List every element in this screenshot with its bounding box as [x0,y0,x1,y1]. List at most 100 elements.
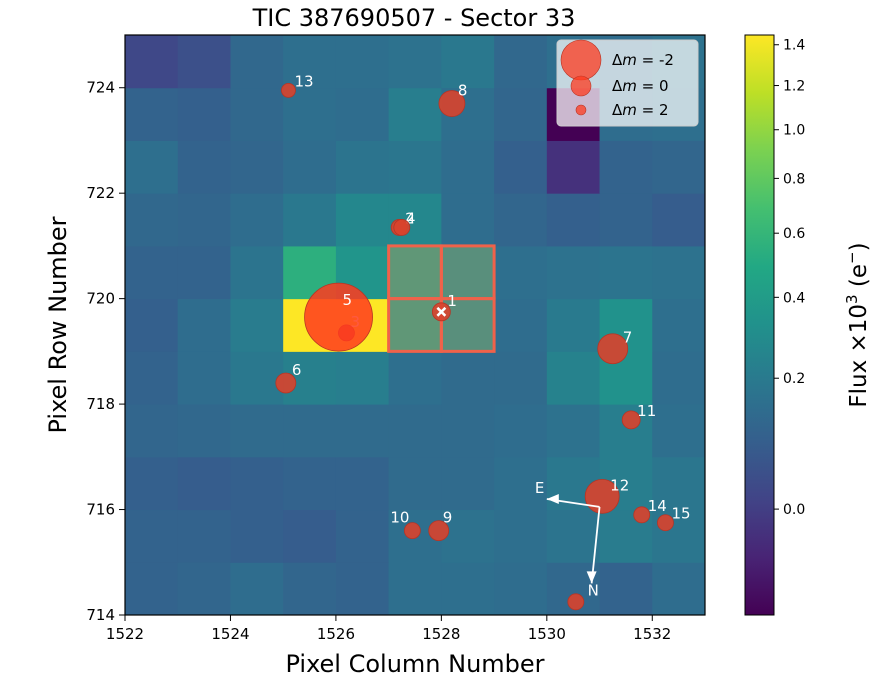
heatmap-cell [230,193,284,247]
x-tick-label: 1522 [106,625,144,643]
y-tick-label: 714 [86,606,115,624]
star-marker [621,410,641,430]
heatmap-cell [335,404,390,458]
legend-marker [560,39,602,81]
colorbar-ticks: 1.4 1.2 1.0 0.8 0.6 0.4 0.2 0.0 [774,38,805,518]
heatmap-cell [125,298,179,352]
heatmap-cell [125,404,179,458]
heatmap-cell [388,298,442,352]
colorbar-tick-label: 0.4 [783,290,805,306]
heatmap-cell [652,193,706,247]
heatmap-cell [230,456,284,511]
heatmap-cell [441,193,495,247]
heatmap-cell [546,404,601,458]
heatmap-cell [546,193,601,247]
colorbar-tick-label: 0.2 [783,371,805,387]
heatmap-cell [177,245,231,300]
x-tick-label: 1526 [317,625,355,643]
heatmap-cell [283,456,337,511]
heatmap-cell [125,351,179,405]
star-marker [633,506,651,524]
colorbar-tick-label: 1.4 [783,38,805,54]
heatmap-cell [494,298,548,352]
colorbar-tick-label: 0.6 [783,226,805,242]
heatmap-cell [494,193,548,247]
y-axis: 714 716 718 720 722 724 [86,79,125,624]
heatmap-cell [230,298,284,352]
heatmap-cell [652,351,706,405]
star-marker [657,514,674,532]
heatmap-cell [441,351,495,405]
y-tick-label: 716 [86,501,115,519]
colorbar-tick-label: 1.0 [783,123,805,139]
heatmap-cell [125,245,179,300]
heatmap-cell [599,562,653,616]
heatmap-cell [652,245,706,300]
heatmap-cell [388,245,442,300]
heatmap-cell [230,245,284,300]
heatmap-cell [494,562,548,616]
y-tick-label: 724 [86,79,115,97]
heatmap-cell [441,404,495,458]
heatmap-cell [230,351,284,405]
heatmap-cell [125,509,179,563]
heatmap-cell [177,87,231,141]
heatmap-cell [283,404,337,458]
heatmap-cell [494,245,548,300]
y-axis-label: Pixel Row Number [44,216,72,433]
star-label: 4 [406,209,416,227]
star-label: 8 [458,82,468,100]
y-tick-label: 718 [86,395,115,413]
heatmap-cell [335,35,390,89]
x-tick-label: 1528 [422,625,460,643]
heatmap-cell [388,351,442,405]
heatmap-cell [177,562,231,616]
legend-marker [575,104,587,116]
x-tick-label: 1532 [633,625,671,643]
heatmap-cell [546,298,601,352]
heatmap-cell [283,140,337,194]
star-marker [304,282,373,352]
y-tick-label: 722 [86,184,115,202]
compass-north-label: N [588,581,599,599]
heatmap-cell [125,140,179,194]
heatmap-cell [177,404,231,458]
star-marker [393,219,411,236]
star-markers: 124356789101112131415 [275,72,691,611]
heatmap-cell [546,140,601,194]
heatmap-cell [125,456,179,511]
heatmap-cell [599,245,653,300]
heatmap-cell [283,35,337,89]
heatmap-cell [335,562,390,616]
legend-label: Δm = -2 [612,51,674,69]
heatmap-cell [335,351,390,405]
aperture-pixel [387,244,443,301]
x-axis: 1522 1524 1526 1528 1530 1532 [106,615,671,643]
star-label: 15 [671,505,690,523]
x-tick-label: 1524 [211,625,249,643]
heatmap-cell [388,35,442,89]
heatmap-cell [441,298,495,352]
heatmap-cell [177,193,231,247]
x-axis-label: Pixel Column Number [285,650,544,678]
star-label: 13 [294,72,313,90]
star-marker [597,333,629,365]
y-tick-label: 720 [86,290,115,308]
heatmap-cell [177,298,231,352]
heatmap-cell [125,35,179,89]
heatmap-cell [125,193,179,247]
heatmap-cell [125,562,179,616]
x-tick-label: 1530 [528,625,566,643]
colorbar-label: Flux ×103 (e−) [843,242,872,407]
aperture-pixel [439,244,496,301]
star-label: 10 [390,509,409,527]
heatmap-cell [494,35,548,89]
compass-east-label: E [535,479,544,497]
heatmap-cell [230,140,284,194]
colorbar-tick-label: 1.2 [783,79,805,95]
star-marker [281,82,296,98]
heatmap-cell [388,562,442,616]
heatmap-cell [652,140,706,194]
star-label: 9 [443,509,453,527]
